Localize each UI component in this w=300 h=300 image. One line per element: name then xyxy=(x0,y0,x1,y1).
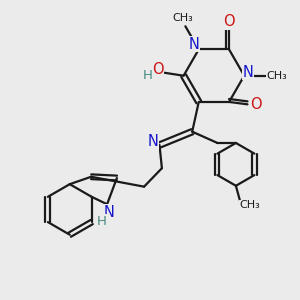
Text: CH₃: CH₃ xyxy=(172,13,193,23)
Text: O: O xyxy=(250,97,262,112)
Text: H: H xyxy=(97,215,107,228)
Text: N: N xyxy=(242,64,253,80)
Text: O: O xyxy=(152,62,164,77)
Text: H: H xyxy=(143,69,153,82)
Text: O: O xyxy=(223,14,235,29)
Text: CH₃: CH₃ xyxy=(239,200,260,210)
Text: N: N xyxy=(103,205,114,220)
Text: N: N xyxy=(189,37,200,52)
Text: N: N xyxy=(148,134,158,149)
Text: CH₃: CH₃ xyxy=(266,71,287,81)
